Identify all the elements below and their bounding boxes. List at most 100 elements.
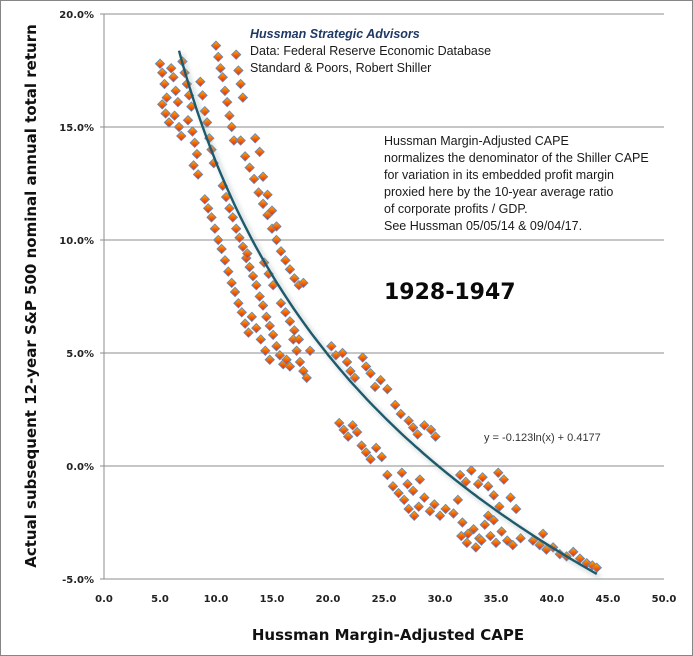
data-point [172,96,184,108]
description-line: of corporate profits / GDP. [384,202,528,216]
data-point [482,510,494,521]
data-point [488,515,499,526]
data-point [333,417,345,429]
data-point [452,494,464,506]
data-point [365,368,376,379]
data-point [210,40,222,51]
source-note: Hussman Strategic Advisors Data: Federal… [250,26,491,77]
data-point [243,327,254,338]
data-point [229,286,241,298]
data-point [202,203,214,214]
data-point [235,135,246,146]
data-point [213,234,224,246]
data-point [337,347,348,359]
data-point [498,474,510,485]
y-tick-label: 0.0% [66,462,94,473]
data-point [477,472,488,483]
data-point [429,499,440,510]
data-point [219,85,231,97]
data-point [157,67,168,78]
data-point [271,234,282,246]
data-point [284,361,296,372]
description-line: normalizes the denominator of the Shille… [384,151,649,165]
trendline [177,50,601,580]
data-point [419,492,430,503]
data-point [257,300,269,311]
y-tick-label: 15.0% [59,123,94,134]
data-point [414,474,426,485]
data-point [409,510,420,521]
data-point [490,537,502,549]
data-point [163,117,175,128]
data-point [375,374,386,386]
data-point [230,223,242,234]
data-point [206,212,217,223]
data-point [382,469,393,481]
data-point [264,320,275,332]
data-point [224,203,235,214]
data-point [159,78,170,90]
period-label: 1928-1947 [384,280,516,305]
data-point [434,510,446,521]
data-point [251,279,262,291]
x-axis-title: Hussman Margin-Adjusted CAPE [252,626,524,644]
data-point [280,307,291,318]
data-point [161,92,172,103]
data-point [402,478,413,490]
data-point [425,424,437,436]
data-point [233,65,244,76]
data-point [424,505,436,517]
data-point [419,420,430,431]
data-point [261,311,272,323]
x-tick-label: 5.0 [151,594,169,605]
data-point [221,96,233,108]
data-point [496,526,507,537]
data-point [403,503,414,515]
data-point [395,408,407,420]
data-point [233,298,244,309]
data-point [351,426,363,438]
data-point [165,63,177,74]
data-point [213,51,224,63]
data-point [365,453,376,465]
source-line-2: Standard & Poors, Robert Shiller [250,61,432,75]
data-point [254,291,265,302]
data-point [357,352,368,363]
data-point [257,198,269,210]
data-point [187,126,198,137]
data-point [274,350,286,361]
x-tick-label: 25.0 [372,594,397,605]
data-point [387,481,399,492]
data-point [281,354,292,366]
data-point [209,223,221,234]
data-point [260,345,271,356]
data-point [188,160,199,171]
data-point [382,383,393,395]
gridlines [104,13,664,467]
brand-label: Hussman Strategic Advisors [250,27,420,41]
data-point [271,340,282,352]
x-tick-label: 45.0 [596,594,621,605]
y-tick-label: 20.0% [59,10,94,21]
data-point [182,114,194,126]
data-point [430,431,441,442]
data-point [215,63,226,74]
data-point [254,146,265,158]
x-tick-label: 35.0 [484,594,509,605]
data-point [389,399,401,411]
x-tick-label: 10.0 [204,594,229,605]
y-axis-title: Actual subsequent 12-year S&P 500 nomina… [22,24,40,568]
data-point [230,49,242,60]
data-point [457,517,468,528]
y-tick-label: 5.0% [66,349,94,360]
y-tick-label: -5.0% [62,575,94,586]
data-point [242,248,253,259]
data-point [393,487,404,499]
data-point [248,173,260,185]
data-point [407,485,419,497]
data-point [199,105,211,117]
data-point [456,530,467,542]
data-point [227,212,239,223]
data-point [239,151,251,162]
